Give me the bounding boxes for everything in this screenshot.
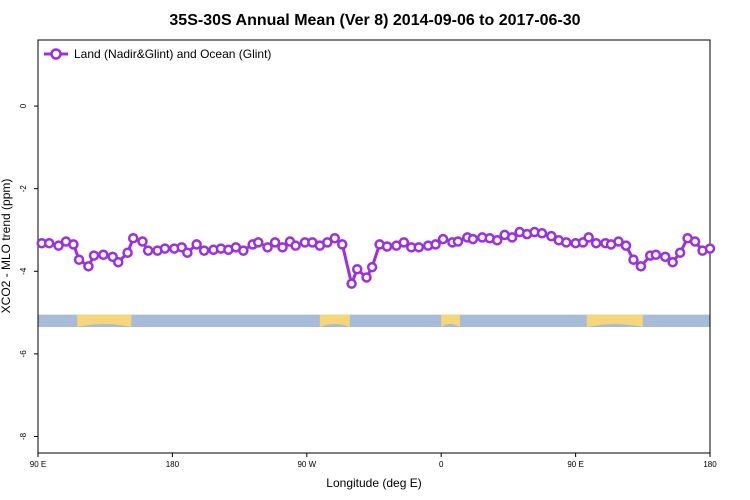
data-point [137, 236, 148, 247]
data-point [98, 249, 109, 261]
data-point [413, 242, 425, 253]
data-point [53, 240, 64, 251]
data-point [659, 251, 671, 263]
data-point [628, 254, 639, 265]
data-point [191, 239, 202, 250]
land-segment-1 [319, 314, 350, 328]
data-point [361, 272, 372, 283]
surface-strip [38, 314, 710, 328]
data-point [452, 236, 464, 247]
data-point [43, 237, 55, 249]
y-axis-label: XCO2 - MLO trend (ppm) [0, 179, 13, 314]
data-point [83, 261, 94, 272]
data-point [238, 245, 249, 256]
data-point [536, 228, 548, 239]
data-point [613, 236, 624, 247]
data-point [122, 247, 133, 258]
x-axis-label: Longitude (deg E) [326, 476, 421, 490]
legend-marker [50, 48, 62, 60]
data-point [253, 237, 264, 248]
data-point [650, 249, 662, 261]
y-axis: 0 -2 -4 -6 -8 [19, 103, 38, 440]
data-point [491, 235, 503, 246]
data-point [88, 250, 100, 261]
y-tick-label-2: -4 [19, 267, 28, 275]
legend: Land (Nadir&Glint) and Ocean (Glint) [44, 47, 271, 61]
land-segment-2 [441, 314, 460, 328]
data-point [182, 247, 193, 258]
data-point [269, 237, 281, 248]
data-point [329, 232, 341, 244]
data-point [113, 256, 124, 268]
land-segment-0 [77, 314, 132, 328]
data-point [704, 243, 716, 254]
x-tick-label-5: 180 [703, 460, 717, 469]
data-point [583, 232, 594, 243]
data-point [467, 233, 479, 245]
x-tick-label-1: 180 [166, 460, 180, 469]
data-point [290, 240, 301, 251]
x-axis: 90 E 180 90 W 0 90 E 180 [30, 453, 717, 469]
y-tick-label-1: -2 [19, 185, 28, 193]
data-point [546, 230, 557, 242]
x-tick-label-2: 90 W [297, 460, 316, 469]
x-tick-label-3: 0 [439, 460, 444, 469]
y-tick-label-3: -6 [19, 350, 28, 358]
data-point [506, 232, 518, 243]
y-tick-label-4: -8 [19, 432, 28, 440]
data-point [198, 245, 210, 256]
data-point [366, 261, 378, 273]
chart-title: 35S-30S Annual Mean (Ver 8) 2014-09-06 t… [169, 12, 580, 29]
data-point [337, 239, 348, 250]
data-point [398, 237, 410, 248]
x-tick-label-4: 90 E [567, 460, 583, 469]
data-point [73, 254, 85, 265]
data-point [689, 236, 701, 247]
data-point [351, 263, 363, 275]
data-point [620, 240, 632, 251]
data-point [590, 237, 602, 249]
data-point [322, 237, 333, 248]
data-point [635, 261, 647, 272]
data-point [142, 245, 154, 256]
data-point [674, 247, 686, 258]
data-point [127, 232, 139, 244]
data-point [262, 242, 273, 253]
data-point [277, 242, 288, 253]
data-point [346, 278, 357, 289]
series-group [36, 226, 716, 289]
x-tick-label-0: 90 E [30, 460, 46, 469]
data-point [159, 243, 171, 254]
data-point [381, 241, 393, 252]
land-segment-3 [586, 314, 643, 328]
plot-area [36, 39, 716, 454]
ocean-strip [38, 314, 710, 328]
y-tick-label-0: 0 [19, 103, 28, 108]
data-point [561, 237, 572, 248]
data-point [667, 256, 678, 268]
data-point [437, 233, 449, 245]
data-point [68, 239, 79, 250]
legend-label: Land (Nadir&Glint) and Ocean (Glint) [74, 47, 271, 61]
data-point [430, 239, 441, 250]
